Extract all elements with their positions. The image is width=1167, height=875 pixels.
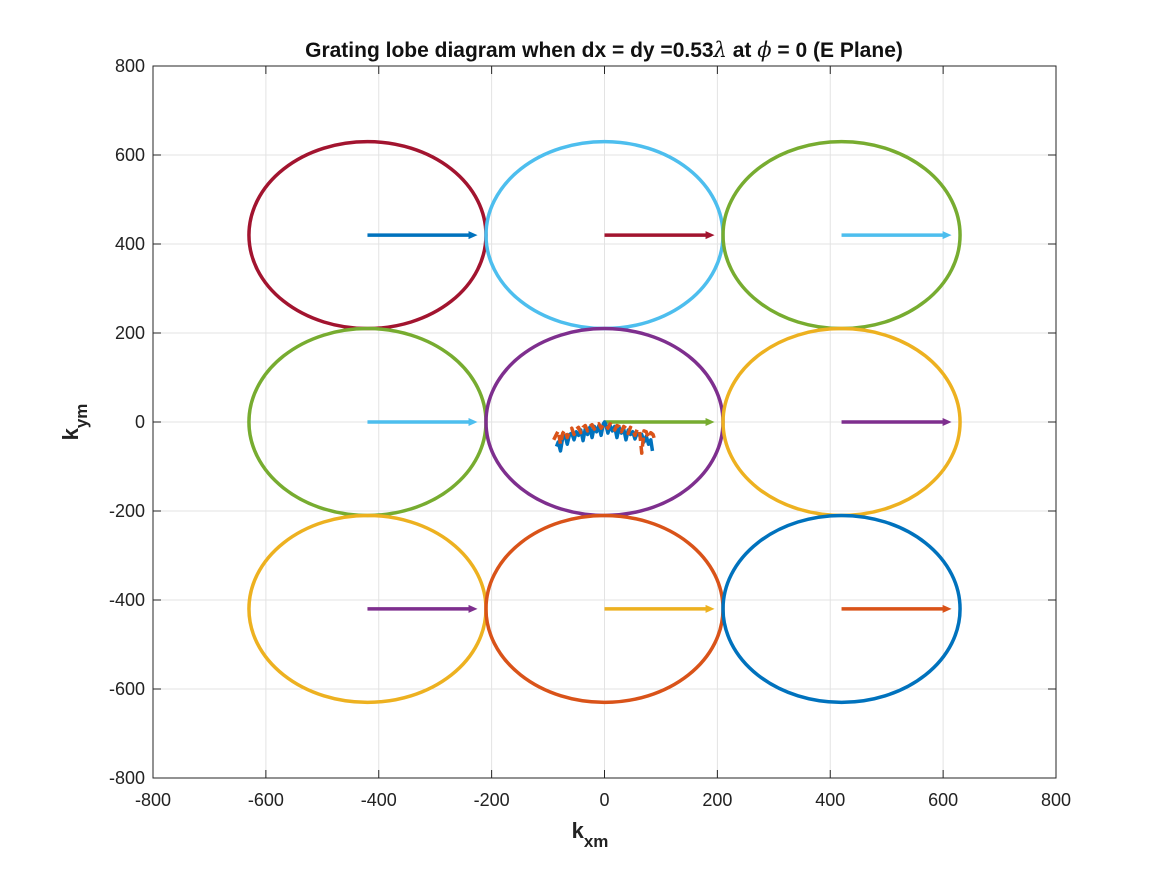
beam-arrow	[367, 604, 478, 613]
y-tick-label: 800	[115, 56, 145, 76]
x-axis-label: kxm	[572, 818, 609, 851]
beam-arrow-head	[705, 231, 715, 240]
beam-arrow-head	[942, 418, 952, 426]
y-axis-label-main: k	[58, 427, 83, 440]
beam-arrow	[841, 418, 952, 426]
beam-arrow-head	[942, 231, 952, 240]
beam-arrow	[604, 418, 715, 426]
x-tick-label: -800	[135, 790, 171, 810]
y-tick-label: -400	[109, 590, 145, 610]
beam-arrow-head	[468, 604, 478, 613]
beam-arrow	[841, 231, 952, 240]
beam-arrow	[841, 604, 952, 613]
chart-title-phi: ϕ	[757, 38, 771, 62]
y-tick-label: -600	[109, 679, 145, 699]
grating-circles	[247, 139, 962, 705]
beam-arrow-head	[942, 604, 952, 613]
x-tick-label: -400	[361, 790, 397, 810]
y-tick-label: 400	[115, 234, 145, 254]
y-axis-label: kym	[58, 404, 91, 441]
x-tick-label: 800	[1041, 790, 1071, 810]
pattern-series-line	[552, 422, 657, 455]
y-tick-label: 600	[115, 145, 145, 165]
beam-arrow	[367, 418, 478, 426]
beam-arrow-head	[468, 231, 478, 240]
y-tick-label: 0	[135, 412, 145, 432]
axis-ticks: -800 -600 -400 -200 0 200 400 600 800 -800 -600 -40…	[109, 56, 1071, 810]
grating-circle	[721, 513, 962, 705]
chart-title-mid: at	[727, 39, 757, 62]
y-tick-label: 200	[115, 323, 145, 343]
beam-arrow	[604, 604, 715, 613]
x-tick-label: 200	[702, 790, 732, 810]
x-tick-label: -200	[474, 790, 510, 810]
y-tick-label: -200	[109, 501, 145, 521]
beam-arrow-head	[468, 418, 478, 426]
x-tick-label: 400	[815, 790, 845, 810]
x-tick-label: 600	[928, 790, 958, 810]
x-axis-label-sub: xm	[584, 832, 609, 851]
beam-arrow	[367, 231, 478, 240]
x-tick-label: 0	[599, 790, 609, 810]
beam-arrow-head	[705, 604, 715, 613]
beam-arrows	[367, 231, 952, 613]
x-tick-label: -600	[248, 790, 284, 810]
y-axis-label-sub: ym	[72, 404, 91, 429]
chart-title-lambda: λ	[713, 38, 727, 62]
pattern-series	[552, 420, 657, 455]
beam-arrow-head	[705, 418, 715, 426]
y-tick-label: -800	[109, 768, 145, 788]
chart-title: Grating lobe diagram when dx = dy =0.53λ…	[305, 38, 903, 62]
beam-arrow	[604, 231, 715, 240]
chart-title-suffix: = 0 (E Plane)	[772, 39, 903, 62]
x-axis-label-main: k	[572, 818, 585, 843]
chart-title-prefix: Grating lobe diagram when dx = dy =0.53	[305, 39, 713, 62]
